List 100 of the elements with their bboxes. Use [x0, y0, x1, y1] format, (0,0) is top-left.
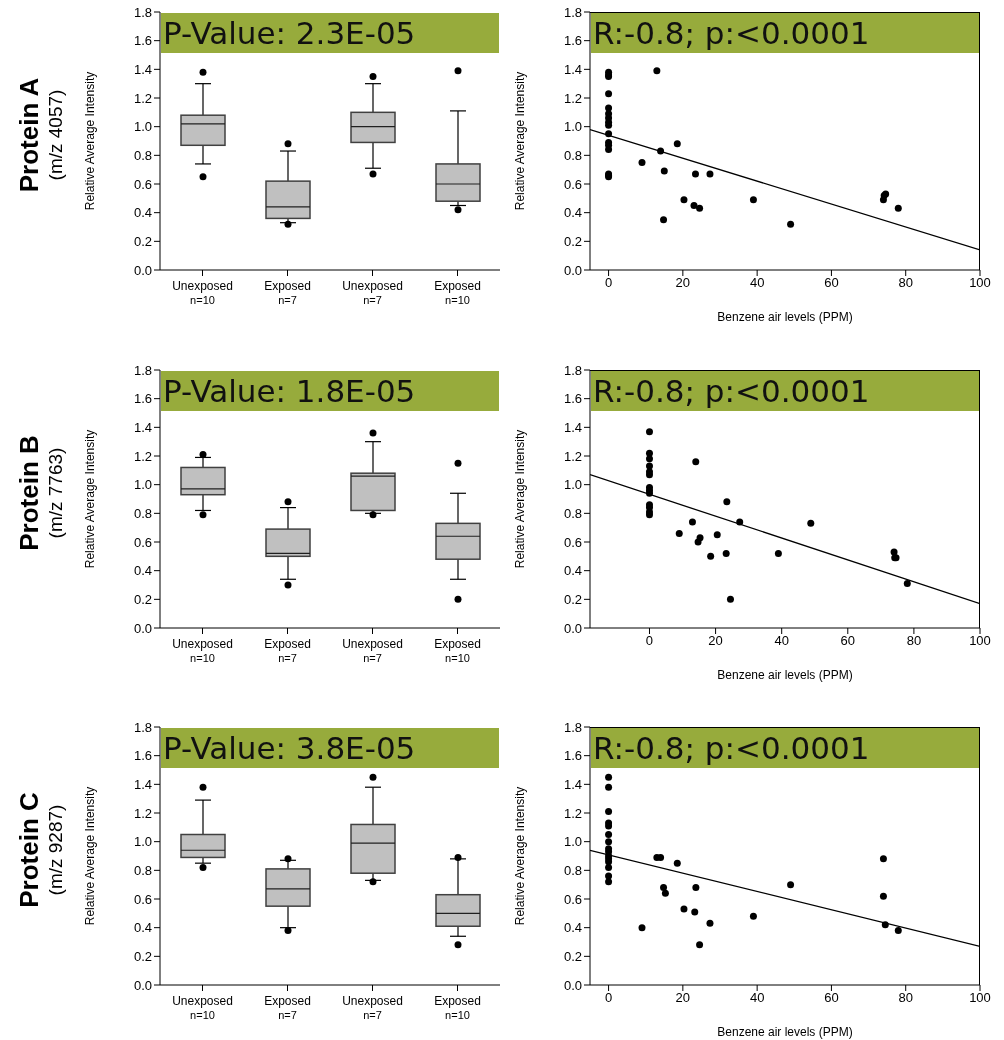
y-tick-label: 1.8 [133, 362, 152, 378]
y-tick-label: 1.6 [133, 748, 152, 764]
y-tick-label: 1.2 [563, 448, 582, 464]
x-tick-label: 0 [645, 633, 654, 649]
y-tick-label: 1.6 [563, 748, 582, 764]
y-tick-label: 1.2 [563, 805, 582, 821]
y-axis-title: Relative Average Intensity [513, 71, 528, 211]
text: (m/z 7763) [44, 446, 67, 541]
y-tick-label: 0.8 [133, 862, 152, 878]
y-tick-label: 1.4 [563, 61, 582, 77]
x-tick-label: Unexposed n=10 [172, 637, 233, 664]
y-tick-label: 1.0 [133, 834, 152, 850]
x-tick-label: 60 [824, 990, 839, 1006]
y-tick-label: 0.0 [133, 262, 152, 278]
y-tick-label: 0.8 [133, 147, 152, 163]
text: Protein C [14, 792, 45, 908]
annotation: R:-0.8; p:<0.0001 [593, 729, 870, 768]
x-tick-label: 0 [604, 990, 613, 1006]
y-tick-label: 0.0 [563, 262, 582, 278]
y-tick-label: 0.2 [563, 233, 582, 249]
y-tick-label: 1.6 [563, 33, 582, 49]
y-tick-label: 0.8 [563, 147, 582, 163]
annotation: P-Value: 2.3E-05 [163, 14, 416, 53]
y-tick-label: 0.0 [563, 620, 582, 636]
y-tick-label: 0.8 [563, 505, 582, 521]
y-tick-label: 0.2 [563, 948, 582, 964]
x-tick-label: 80 [898, 990, 913, 1006]
x-tick-label: 100 [969, 990, 991, 1006]
y-tick-label: 1.2 [563, 90, 582, 106]
y-tick-label: 1.4 [133, 776, 152, 792]
y-tick-label: 0.8 [563, 862, 582, 878]
y-tick-label: 0.4 [563, 205, 582, 221]
y-tick-label: 1.2 [133, 448, 152, 464]
x-axis-title: Benzene air levels (PPM) [717, 310, 853, 324]
y-tick-label: 0.6 [563, 891, 582, 907]
annotation: R:-0.8; p:<0.0001 [593, 372, 870, 411]
y-tick-label: 0.4 [563, 563, 582, 579]
y-axis-title: Relative Average Intensity [513, 429, 528, 569]
y-tick-label: 0.6 [133, 891, 152, 907]
y-tick-label: 1.8 [563, 362, 582, 378]
y-tick-label: 1.0 [563, 834, 582, 850]
y-tick-label: 1.4 [133, 419, 152, 435]
x-tick-label: Exposed n=10 [434, 637, 481, 664]
x-axis-title: Benzene air levels (PPM) [717, 1025, 853, 1039]
y-tick-label: 0.6 [563, 534, 582, 550]
x-tick-label: 60 [824, 275, 839, 291]
y-tick-label: 0.2 [133, 591, 152, 607]
x-tick-label: Exposed n=7 [264, 637, 311, 664]
annotation: P-Value: 1.8E-05 [163, 372, 416, 411]
y-axis-title: Relative Average Intensity [83, 429, 98, 569]
y-tick-label: 0.6 [133, 176, 152, 192]
annotation: P-Value: 3.8E-05 [163, 729, 416, 768]
x-tick-label: Exposed n=7 [264, 994, 311, 1021]
y-tick-label: 1.4 [133, 61, 152, 77]
y-tick-label: 0.0 [133, 620, 152, 636]
x-tick-label: Unexposed n=7 [342, 279, 403, 306]
y-tick-label: 1.8 [563, 719, 582, 735]
x-tick-label: 40 [774, 633, 789, 649]
annotation: R:-0.8; p:<0.0001 [593, 14, 870, 53]
y-tick-label: 1.0 [563, 477, 582, 493]
y-axis-title: Relative Average Intensity [513, 786, 528, 926]
x-tick-label: 100 [969, 633, 991, 649]
x-tick-label: Unexposed n=10 [172, 279, 233, 306]
y-tick-label: 0.0 [133, 977, 152, 993]
x-tick-label: 80 [898, 275, 913, 291]
y-tick-label: 1.4 [563, 776, 582, 792]
x-axis-title: Benzene air levels (PPM) [717, 668, 853, 682]
y-tick-label: 1.0 [133, 119, 152, 135]
y-tick-label: 1.2 [133, 90, 152, 106]
y-tick-label: 0.2 [133, 948, 152, 964]
y-tick-label: 0.2 [563, 591, 582, 607]
x-tick-label: Unexposed n=7 [342, 994, 403, 1021]
y-tick-label: 0.0 [563, 977, 582, 993]
x-tick-label: 20 [675, 275, 691, 291]
x-tick-label: Unexposed n=7 [342, 637, 403, 664]
x-tick-label: 20 [708, 633, 723, 649]
y-axis-title: Relative Average Intensity [83, 786, 98, 926]
y-axis-title: Relative Average Intensity [83, 71, 98, 211]
y-tick-label: 1.2 [133, 805, 152, 821]
x-tick-label: 60 [840, 633, 856, 649]
text: (m/z 4057) [44, 88, 67, 183]
y-tick-label: 0.4 [133, 563, 152, 579]
x-tick-label: 40 [749, 275, 765, 291]
y-tick-label: 0.6 [563, 176, 582, 192]
y-tick-label: 0.6 [133, 534, 152, 550]
text: Protein B [14, 435, 45, 551]
x-tick-label: Exposed n=10 [434, 994, 481, 1021]
y-tick-label: 1.6 [563, 391, 582, 407]
y-tick-label: 1.8 [133, 719, 152, 735]
x-tick-label: 0 [604, 275, 613, 291]
y-tick-label: 1.6 [133, 391, 152, 407]
y-tick-label: 1.4 [563, 419, 582, 435]
y-tick-label: 0.2 [133, 233, 152, 249]
y-tick-label: 0.4 [133, 205, 152, 221]
y-tick-label: 1.8 [133, 4, 152, 20]
x-tick-label: Exposed n=7 [264, 279, 311, 306]
x-tick-label: Exposed n=10 [434, 279, 481, 306]
x-tick-label: 20 [675, 990, 691, 1006]
y-tick-label: 1.6 [133, 33, 152, 49]
y-tick-label: 1.0 [563, 119, 582, 135]
